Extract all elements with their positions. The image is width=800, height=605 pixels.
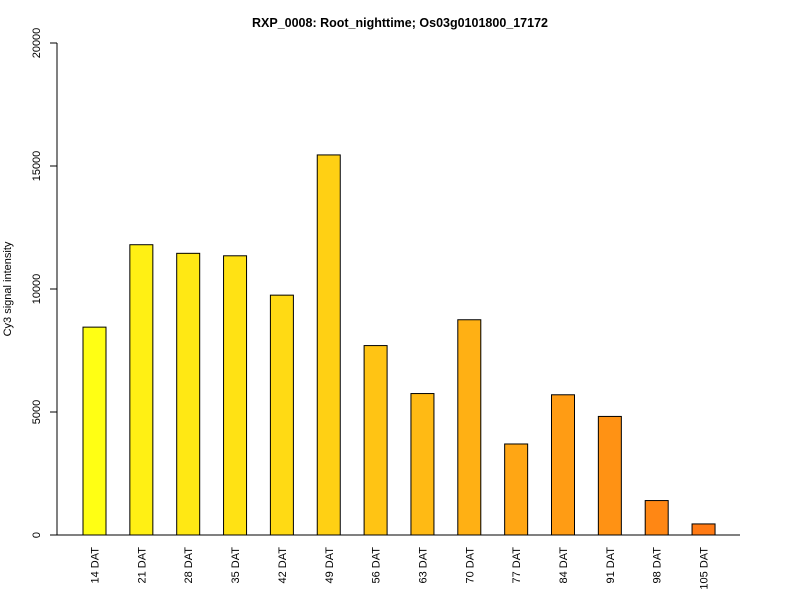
bar <box>410 393 435 536</box>
x-tick-label: 14 DAT <box>90 547 102 584</box>
x-tick-label: 35 DAT <box>230 547 242 584</box>
y-axis-label: Cy3 signal intensity <box>2 241 14 336</box>
x-tick-label: 56 DAT <box>371 547 383 584</box>
y-tick-label: 10000 <box>31 274 43 305</box>
bars <box>82 154 716 536</box>
y-tick-label: 20000 <box>31 28 43 59</box>
bar <box>457 319 482 536</box>
bar <box>551 394 575 536</box>
bar <box>644 500 669 536</box>
bar <box>363 345 388 536</box>
bar <box>504 443 529 536</box>
bar <box>691 523 716 536</box>
bar <box>129 244 154 536</box>
chart-title: RXP_0008: Root_nighttime; Os03g0101800_1… <box>252 16 548 30</box>
y-tick-label: 5000 <box>31 400 43 424</box>
x-tick-label: 98 DAT <box>652 547 664 584</box>
x-tick-label: 91 DAT <box>605 547 617 584</box>
x-tick-label: 63 DAT <box>417 547 429 584</box>
bar <box>82 326 107 536</box>
x-tick-label: 105 DAT <box>699 547 711 590</box>
x-tick-label: 70 DAT <box>464 547 476 584</box>
x-axis: 14 DAT 21 DAT 28 DAT 35 DAT 42 DAT 49 DAT 56 D… <box>57 534 740 590</box>
bar <box>223 255 248 536</box>
x-tick-label: 21 DAT <box>136 547 148 584</box>
x-tick-label: 28 DAT <box>183 547 195 584</box>
bar <box>269 294 294 536</box>
bar <box>597 415 622 536</box>
y-axis: 0 5000 10000 15000 20000 <box>31 28 58 538</box>
x-tick-label: 49 DAT <box>324 547 336 584</box>
x-tick-label: 84 DAT <box>558 547 570 584</box>
bar <box>316 154 341 536</box>
x-tick-label: 42 DAT <box>277 547 289 584</box>
y-tick-label: 0 <box>31 532 43 538</box>
x-tick-label: 77 DAT <box>511 547 523 584</box>
bar <box>176 252 201 536</box>
y-tick-label: 15000 <box>31 151 43 182</box>
